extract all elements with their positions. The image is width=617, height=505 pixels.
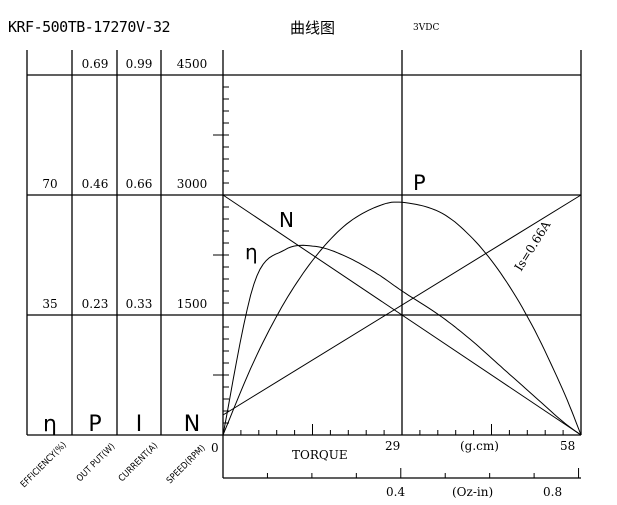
eff-tick-35: 35 — [42, 297, 57, 311]
motor-model-title: KRF-500TB-17270V-32 — [8, 18, 171, 36]
current-tick-033: 0.33 — [126, 297, 153, 311]
power-curve — [222, 201, 582, 436]
x2-max-tick: 0.8 — [543, 485, 562, 499]
axis-ticks — [213, 86, 580, 478]
speed-name: SPEED(RPM) — [165, 443, 208, 486]
x-axis-label: TORQUE — [292, 448, 348, 462]
column-names: EFFICIENCY(%) OUT PUT(W) CURRENT(A) SPEE… — [19, 440, 208, 490]
current-tick-066: 0.66 — [126, 177, 153, 191]
efficiency-symbol: η — [43, 412, 57, 437]
curves — [222, 194, 582, 436]
speed-curve-label: N — [279, 208, 294, 232]
efficiency-curve-label: η — [245, 240, 258, 264]
current-tick-099: 0.99 — [126, 57, 153, 71]
chart-name: 曲线图 — [290, 19, 336, 37]
efficiency-name: EFFICIENCY(%) — [19, 440, 69, 490]
column-tick-labels: 70 35 0.69 0.46 0.23 0.99 0.66 0.33 4500… — [42, 57, 207, 311]
column-symbols: η P I N — [43, 412, 200, 437]
x-unit-label: (g.cm) — [460, 439, 499, 453]
x-origin-label: 0 — [211, 441, 219, 455]
power-name: OUT PUT(W) — [75, 442, 117, 484]
power-symbol: P — [88, 412, 101, 437]
current-line — [222, 194, 582, 416]
x2-mid-tick: 0.4 — [386, 485, 405, 499]
current-name: CURRENT(A) — [117, 441, 160, 484]
x-max-tick: 58 — [560, 439, 575, 453]
power-tick-023: 0.23 — [82, 297, 109, 311]
speed-line — [222, 194, 582, 436]
voltage-label: 3VDC — [413, 23, 440, 33]
grid-frame — [26, 50, 582, 479]
axis-labels: 0 TORQUE 29 (g.cm) 58 0.4 (Oz-in) 0.8 — [211, 439, 575, 499]
speed-tick-3000: 3000 — [177, 177, 208, 191]
power-tick-046: 0.46 — [82, 177, 109, 191]
x2-unit-label: (Oz-in) — [452, 485, 493, 499]
power-tick-069: 0.69 — [82, 57, 109, 71]
speed-tick-4500: 4500 — [177, 57, 208, 71]
eff-tick-70: 70 — [42, 177, 57, 191]
power-curve-label: P — [413, 171, 426, 195]
current-symbol: I — [136, 412, 143, 437]
speed-symbol: N — [184, 412, 200, 437]
current-curve-label: Is=0.66A — [512, 218, 554, 273]
efficiency-curve — [222, 244, 582, 436]
speed-tick-1500: 1500 — [177, 297, 208, 311]
x-mid-tick: 29 — [385, 439, 400, 453]
